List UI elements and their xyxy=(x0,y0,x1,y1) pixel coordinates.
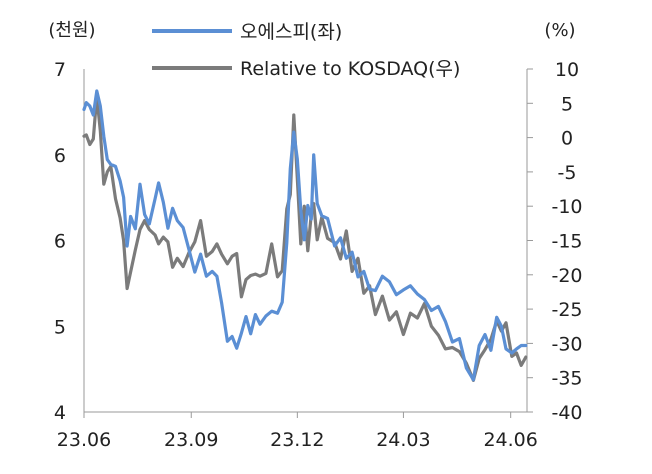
right-tick-label: -20 xyxy=(551,265,582,287)
legend-label-relative-kosdaq: Relative to KOSDAQ(우) xyxy=(240,58,460,80)
left-tick-label: 4 xyxy=(54,402,66,424)
right-tick-label: -40 xyxy=(551,402,582,424)
right-tick-label: -5 xyxy=(558,162,577,184)
x-tick-label: 23.09 xyxy=(164,429,218,451)
right-axis-unit: (%) xyxy=(544,20,575,41)
x-tick-label: 23.06 xyxy=(57,429,111,451)
left-tick-label: 6 xyxy=(54,145,66,167)
right-tick-label: 5 xyxy=(561,93,573,115)
left-tick-label: 6 xyxy=(54,231,66,253)
legend: 오에스피(좌) Relative to KOSDAQ(우) xyxy=(152,21,460,80)
osp-price-line xyxy=(82,89,528,382)
x-tick-label: 24.06 xyxy=(483,429,537,451)
right-tick-label: -35 xyxy=(551,368,582,390)
right-tick-label: -30 xyxy=(551,333,582,355)
x-tick-label: 23.12 xyxy=(270,429,324,451)
right-tick-label: 0 xyxy=(561,128,573,150)
x-tick-label: 24.03 xyxy=(376,429,430,451)
left-tick-label: 5 xyxy=(54,316,66,338)
right-tick-label: -10 xyxy=(551,196,582,218)
legend-label-osp: 오에스피(좌) xyxy=(240,21,342,43)
right-tick-label: -15 xyxy=(551,231,582,253)
left-tick-label: 7 xyxy=(54,59,66,81)
left-axis-unit: (천원) xyxy=(48,20,95,41)
series-lines xyxy=(82,89,528,382)
relative-kosdaq-line xyxy=(82,94,528,382)
left-axis-ticks: 7 6 6 5 4 xyxy=(54,59,66,424)
right-axis-ticks: 10 5 0 -5 -10 -15 -20 -25 -30 -35 -40 xyxy=(527,59,583,424)
x-axis-ticks: 23.06 23.09 23.12 24.03 24.06 xyxy=(57,412,538,451)
right-tick-label: 10 xyxy=(555,59,579,81)
right-tick-label: -25 xyxy=(551,299,582,321)
